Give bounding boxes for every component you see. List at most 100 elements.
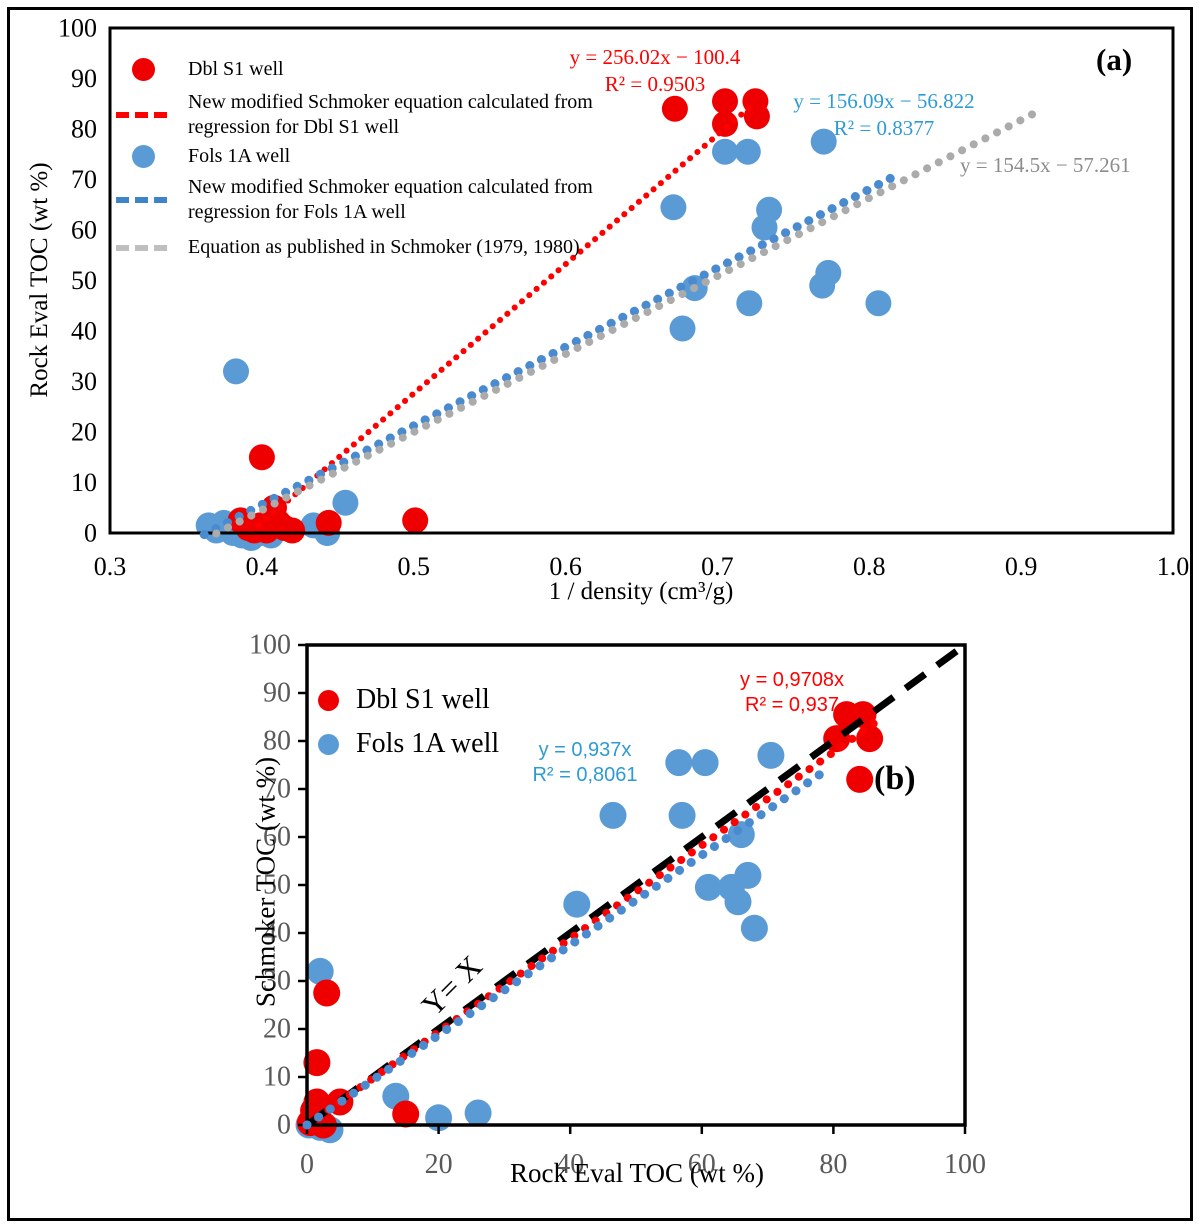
y-axis-tick-label: 30 <box>263 966 291 997</box>
annotation-line: y = 256.02x − 100.4 <box>569 45 741 69</box>
data-point <box>248 444 275 471</box>
legend-label: New modified Schmoker equation calculate… <box>188 91 593 138</box>
equation-annotation: y = 156.09x − 56.822 R² = 0.8377 <box>793 88 974 141</box>
data-point <box>665 749 693 777</box>
trend-line-identity-y-equals-x <box>304 642 968 1128</box>
x-axis-tick-label: 0.3 <box>94 552 127 581</box>
data-point <box>734 861 762 889</box>
dash-icon <box>116 244 170 251</box>
circle-icon <box>131 145 155 168</box>
y-axis-tick-label: 20 <box>71 418 97 447</box>
data-point <box>279 517 306 544</box>
legend-item: Fols 1A well <box>112 144 600 169</box>
annotation-line: R² = 0.9503 <box>604 71 706 96</box>
legend-label: Fols 1A well <box>356 728 500 759</box>
data-point <box>724 888 752 916</box>
legend-label: Dbl S1 well <box>188 58 284 80</box>
data-point <box>306 957 334 985</box>
y-axis-tick-label: 40 <box>263 918 291 949</box>
annotation-line: y = 0,937x <box>538 739 632 761</box>
y-axis-tick-label: 90 <box>263 678 291 709</box>
chart-a: 0.3 0.4 0.5 0.6 0.7 0.8 0.9 1.0 0 10 20 30 40 50 60 70 8… <box>26 14 1190 606</box>
data-point <box>712 138 738 165</box>
data-point <box>668 801 696 829</box>
y-axis-tick-label: 60 <box>71 216 97 245</box>
x-axis-tick-label: 60 <box>688 1149 716 1180</box>
legend-item: New modified Schmoker equation calculate… <box>112 175 600 225</box>
panel-b-label: (b) <box>874 760 916 797</box>
y-axis-tick-label: 60 <box>263 822 291 853</box>
circle-icon <box>318 733 339 755</box>
equation-annotation: y = 256.02x − 100.4 R² = 0.9503 <box>570 44 741 97</box>
data-point <box>303 1049 331 1077</box>
x-axis-tick-label: 0.4 <box>246 552 279 581</box>
y-axis-tick-label: 0 <box>277 1110 291 1141</box>
annotation-line: R² = 0,8061 <box>532 764 638 787</box>
circle-icon <box>318 689 339 711</box>
data-point <box>694 873 722 901</box>
plot-box <box>108 26 1175 535</box>
y-axis-tick-label: 50 <box>263 870 291 901</box>
chart-b-legend: Dbl S1 well Fols 1A well <box>318 684 499 772</box>
data-point <box>740 914 768 942</box>
data-point <box>734 138 761 165</box>
y-axis-tick-label: 10 <box>263 1062 291 1093</box>
legend-label: Dbl S1 well <box>356 684 490 715</box>
chart-b-x-axis-title: Rock Eval TOC (wt %) <box>510 1158 764 1188</box>
chart-a-x-axis-title: 1 / density (cm³/g) <box>548 578 734 605</box>
x-axis-tick-label: 80 <box>819 1149 847 1180</box>
data-point <box>712 88 738 115</box>
data-point <box>810 128 837 155</box>
y-axis-tick-label: 70 <box>71 165 97 194</box>
annotation-line: y = 0,9708x <box>740 669 844 691</box>
x-axis-tick-label: 0 <box>300 1149 314 1180</box>
equation-annotation: y = 0,937x R² = 0,8061 <box>532 738 637 789</box>
x-axis-tick-label: 0.6 <box>549 552 582 581</box>
data-point <box>223 358 249 385</box>
trend-line-schmoker-published <box>212 106 1044 538</box>
y-axis-tick-label: 70 <box>263 774 291 805</box>
x-axis-tick-label: 0.5 <box>397 552 430 581</box>
x-axis-tick-label: 1.0 <box>1157 552 1190 581</box>
data-point <box>751 214 778 241</box>
data-point <box>661 95 688 122</box>
chart-b-y-axis-title: Schmoker TOC (wt %) <box>250 756 281 1008</box>
data-point <box>846 765 874 793</box>
legend-dash-marker <box>112 112 174 118</box>
y-axis-tick-label: 90 <box>71 64 97 93</box>
equation-annotation: y = 154.5x − 57.261 <box>960 152 1131 179</box>
data-point <box>464 1099 492 1127</box>
legend-item: Dbl S1 well <box>318 684 499 716</box>
y-axis-tick-label: 10 <box>71 468 97 497</box>
chart-b: 0 20 40 60 80 100 0 10 20 30 40 50 60 70 80 90 100 Schmo… <box>0 620 1200 1228</box>
legend-item: Dbl S1 well <box>112 57 600 82</box>
dash-icon <box>116 197 170 203</box>
y-axis-tick-label: 100 <box>58 14 97 43</box>
equation-annotation: y = 0,9708x R² = 0,937 <box>740 668 844 719</box>
legend-label: New modified Schmoker equation calculate… <box>188 176 593 223</box>
legend-item: Fols 1A well <box>318 728 499 760</box>
data-point <box>315 509 342 536</box>
annotation-line: R² = 0.8377 <box>833 115 935 140</box>
x-axis-tick-label: 100 <box>944 1149 986 1180</box>
data-point <box>865 290 892 317</box>
chart-a-legend: Dbl S1 well New modified Schmoker equatio… <box>112 57 600 260</box>
y-axis-tick-label: 20 <box>263 1014 291 1045</box>
data-point <box>392 1100 420 1128</box>
y-axis-tick-label: 50 <box>71 266 97 295</box>
legend-label: Equation as published in Schmoker (1979,… <box>188 236 580 258</box>
data-point <box>660 194 687 221</box>
data-point <box>563 890 591 918</box>
trend-line-dbl-s1-regression <box>255 101 757 529</box>
legend-label: Fols 1A well <box>188 145 291 167</box>
x-axis-tick-label: 0.8 <box>853 552 886 581</box>
y-axis-tick-label: 40 <box>71 317 97 346</box>
annotation-line: y = 154.5x − 57.261 <box>960 153 1131 177</box>
trend-line-fols-1a-regression <box>302 769 825 1130</box>
legend-dash-marker <box>112 244 174 251</box>
legend-item: New modified Schmoker equation calculate… <box>112 90 600 140</box>
x-axis-tick-label: 0.7 <box>701 552 734 581</box>
trend-line-fols-1a-regression <box>199 173 895 540</box>
legend-dash-marker <box>112 197 174 203</box>
